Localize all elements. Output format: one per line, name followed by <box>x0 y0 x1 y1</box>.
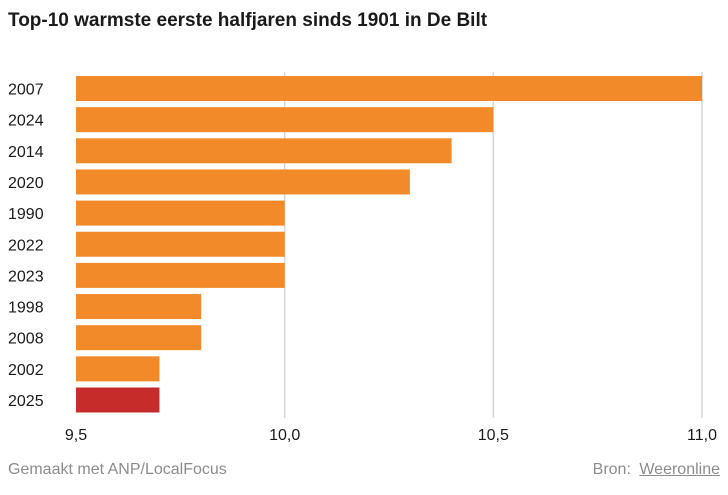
bar-chart: 2007 2024 2014 2020 1990 2022 2023 1998 2008 2002… <box>8 72 717 444</box>
bar-1990 <box>76 200 285 226</box>
bar-2020 <box>76 169 410 195</box>
category-label: 1998 <box>8 300 44 317</box>
x-tick-label: 10,5 <box>478 427 509 444</box>
footer-credit: Gemaakt met ANP/LocalFocus <box>8 461 227 478</box>
bar-2014 <box>76 138 452 164</box>
bar-2002 <box>76 356 160 382</box>
x-tick-label: 9,5 <box>65 427 87 444</box>
bars <box>76 76 702 413</box>
category-label: 2008 <box>8 331 44 348</box>
category-label: 2023 <box>8 268 44 285</box>
category-label: 1990 <box>8 206 44 223</box>
footer-source: Bron: Weeronline <box>593 461 720 479</box>
x-tick-label: 10,0 <box>269 427 300 444</box>
category-label: 2024 <box>8 113 44 130</box>
category-label: 2002 <box>8 362 44 379</box>
category-label: 2025 <box>8 393 44 410</box>
category-label: 2022 <box>8 237 44 254</box>
bar-2007 <box>76 76 702 101</box>
category-label: 2020 <box>8 175 44 192</box>
source-link[interactable]: Weeronline <box>639 461 720 478</box>
chart-title: Top-10 warmste eerste halfjaren sinds 19… <box>8 10 488 31</box>
category-labels: 2007 2024 2014 2020 1990 2022 2023 1998 2008 2002… <box>8 82 44 411</box>
category-label: 2014 <box>8 144 44 161</box>
bar-2008 <box>76 325 202 351</box>
bar-2022 <box>76 231 285 257</box>
bar-1998 <box>76 294 202 320</box>
category-label: 2007 <box>8 82 44 99</box>
bar-2025 <box>76 387 160 413</box>
bar-2024 <box>76 107 494 133</box>
x-axis-tick-labels: 9,5 10,0 10,5 11,0 <box>65 427 717 444</box>
bar-2023 <box>76 262 285 288</box>
source-label: Bron: <box>592 461 631 478</box>
x-tick-label: 11,0 <box>687 427 717 444</box>
